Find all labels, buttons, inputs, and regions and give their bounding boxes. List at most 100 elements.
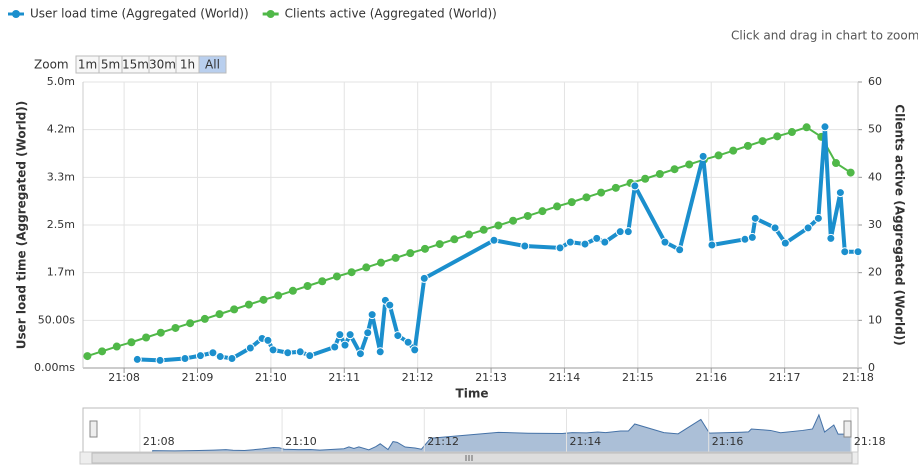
series-marker	[215, 352, 225, 362]
series-marker	[355, 349, 365, 359]
series-marker	[318, 277, 327, 286]
series-marker	[758, 137, 767, 146]
series-marker	[83, 352, 92, 361]
zoom-button[interactable]: 1h	[175, 55, 200, 74]
series-marker	[780, 238, 790, 248]
series-marker	[230, 305, 239, 314]
series-marker	[180, 353, 190, 363]
series-marker	[787, 128, 796, 137]
x-tick-label: 21:08	[108, 371, 140, 384]
legend-label: User load time (Aggregated (World))	[30, 7, 249, 21]
series-marker	[112, 342, 121, 351]
x-tick-label: 21:12	[402, 371, 434, 384]
series-marker	[740, 234, 750, 244]
y-tick-label: 3.3m	[47, 170, 75, 183]
series-marker	[831, 159, 840, 168]
series-marker	[750, 213, 760, 223]
series-marker	[770, 223, 780, 233]
legend-swatch-marker	[12, 10, 20, 18]
series-marker	[803, 223, 813, 233]
series-marker	[597, 188, 606, 197]
zoom-button-bg	[198, 55, 227, 74]
series-marker	[288, 286, 297, 295]
series-marker	[195, 351, 205, 361]
series-marker	[567, 198, 576, 207]
series-marker	[362, 263, 371, 272]
series-marker	[835, 188, 845, 198]
zoom-hint: Click and drag in chart to zoom	[731, 29, 918, 43]
series-marker	[553, 202, 562, 211]
x-tick-label: 21:10	[255, 371, 287, 384]
series-marker	[465, 230, 474, 239]
zoom-label: Zoom	[34, 58, 69, 72]
x-tick-label: 21:13	[475, 371, 507, 384]
series-marker	[479, 225, 488, 234]
series-marker	[729, 146, 738, 155]
series-marker	[707, 240, 717, 250]
series-marker	[698, 151, 708, 161]
series-marker	[340, 340, 350, 350]
series-marker	[714, 151, 723, 160]
legend-item[interactable]: User load time (Aggregated (World))	[8, 7, 249, 21]
series-line	[137, 124, 858, 363]
legend-swatch-marker	[266, 10, 275, 18]
series-marker	[200, 314, 209, 323]
series-marker	[263, 335, 273, 345]
series-marker	[813, 213, 823, 223]
zoom-button[interactable]: 1m	[75, 55, 100, 74]
series-marker	[509, 216, 518, 225]
series-marker	[98, 347, 107, 356]
series-marker	[345, 330, 355, 340]
series-marker	[641, 174, 650, 183]
series-marker	[406, 249, 415, 258]
zoom-button[interactable]: 15m	[121, 55, 150, 74]
series-marker	[555, 243, 565, 253]
series-marker	[332, 272, 341, 281]
series-marker	[363, 328, 373, 338]
series-marker	[450, 235, 459, 244]
series-marker	[186, 319, 195, 328]
x-tick-label: 21:14	[549, 371, 581, 384]
series-marker	[592, 233, 602, 243]
series-marker	[675, 245, 685, 255]
zoom-button-label: 1h	[180, 58, 195, 72]
navigator-tick-label: 21:10	[285, 435, 317, 448]
series-marker	[840, 247, 850, 257]
y-tick-label: 0.00ms	[34, 361, 75, 374]
series-marker	[391, 253, 400, 262]
series-marker	[670, 165, 679, 174]
series-marker	[303, 282, 312, 291]
series-marker	[582, 193, 591, 202]
series-marker	[410, 345, 420, 355]
legend-item[interactable]: Clients active (Aggregated (World))	[262, 7, 497, 21]
x-axis-title: Time	[456, 387, 489, 401]
series-marker	[156, 328, 165, 337]
navigator-handle-right[interactable]	[843, 420, 852, 438]
series-marker	[615, 227, 625, 237]
series-marker	[227, 353, 237, 363]
series-marker	[347, 268, 356, 277]
zoom-button[interactable]: 5m	[98, 55, 123, 74]
series-marker	[208, 348, 218, 358]
series-marker	[393, 331, 403, 341]
zoom-button[interactable]: 30m	[148, 55, 177, 74]
x-tick-label: 21:11	[328, 371, 360, 384]
y2-tick-label: 20	[868, 266, 882, 279]
series-marker	[520, 241, 530, 251]
navigator-tick-label: 21:14	[569, 435, 601, 448]
series-marker	[283, 348, 293, 358]
series-marker	[403, 337, 413, 347]
zoom-button[interactable]: All	[198, 55, 227, 74]
y2-axis-title: Clients active (Aggregated (World))	[893, 104, 907, 345]
series-marker	[245, 343, 255, 353]
series-marker	[376, 258, 385, 267]
series-marker	[420, 244, 429, 253]
series-marker	[494, 221, 503, 230]
y2-tick-label: 40	[868, 170, 882, 183]
navigator-handle-left[interactable]	[89, 420, 98, 438]
series-marker	[611, 183, 620, 192]
zoom-button-label: 1m	[78, 58, 97, 72]
zoom-button-label: 5m	[101, 58, 120, 72]
series-marker	[623, 227, 633, 237]
